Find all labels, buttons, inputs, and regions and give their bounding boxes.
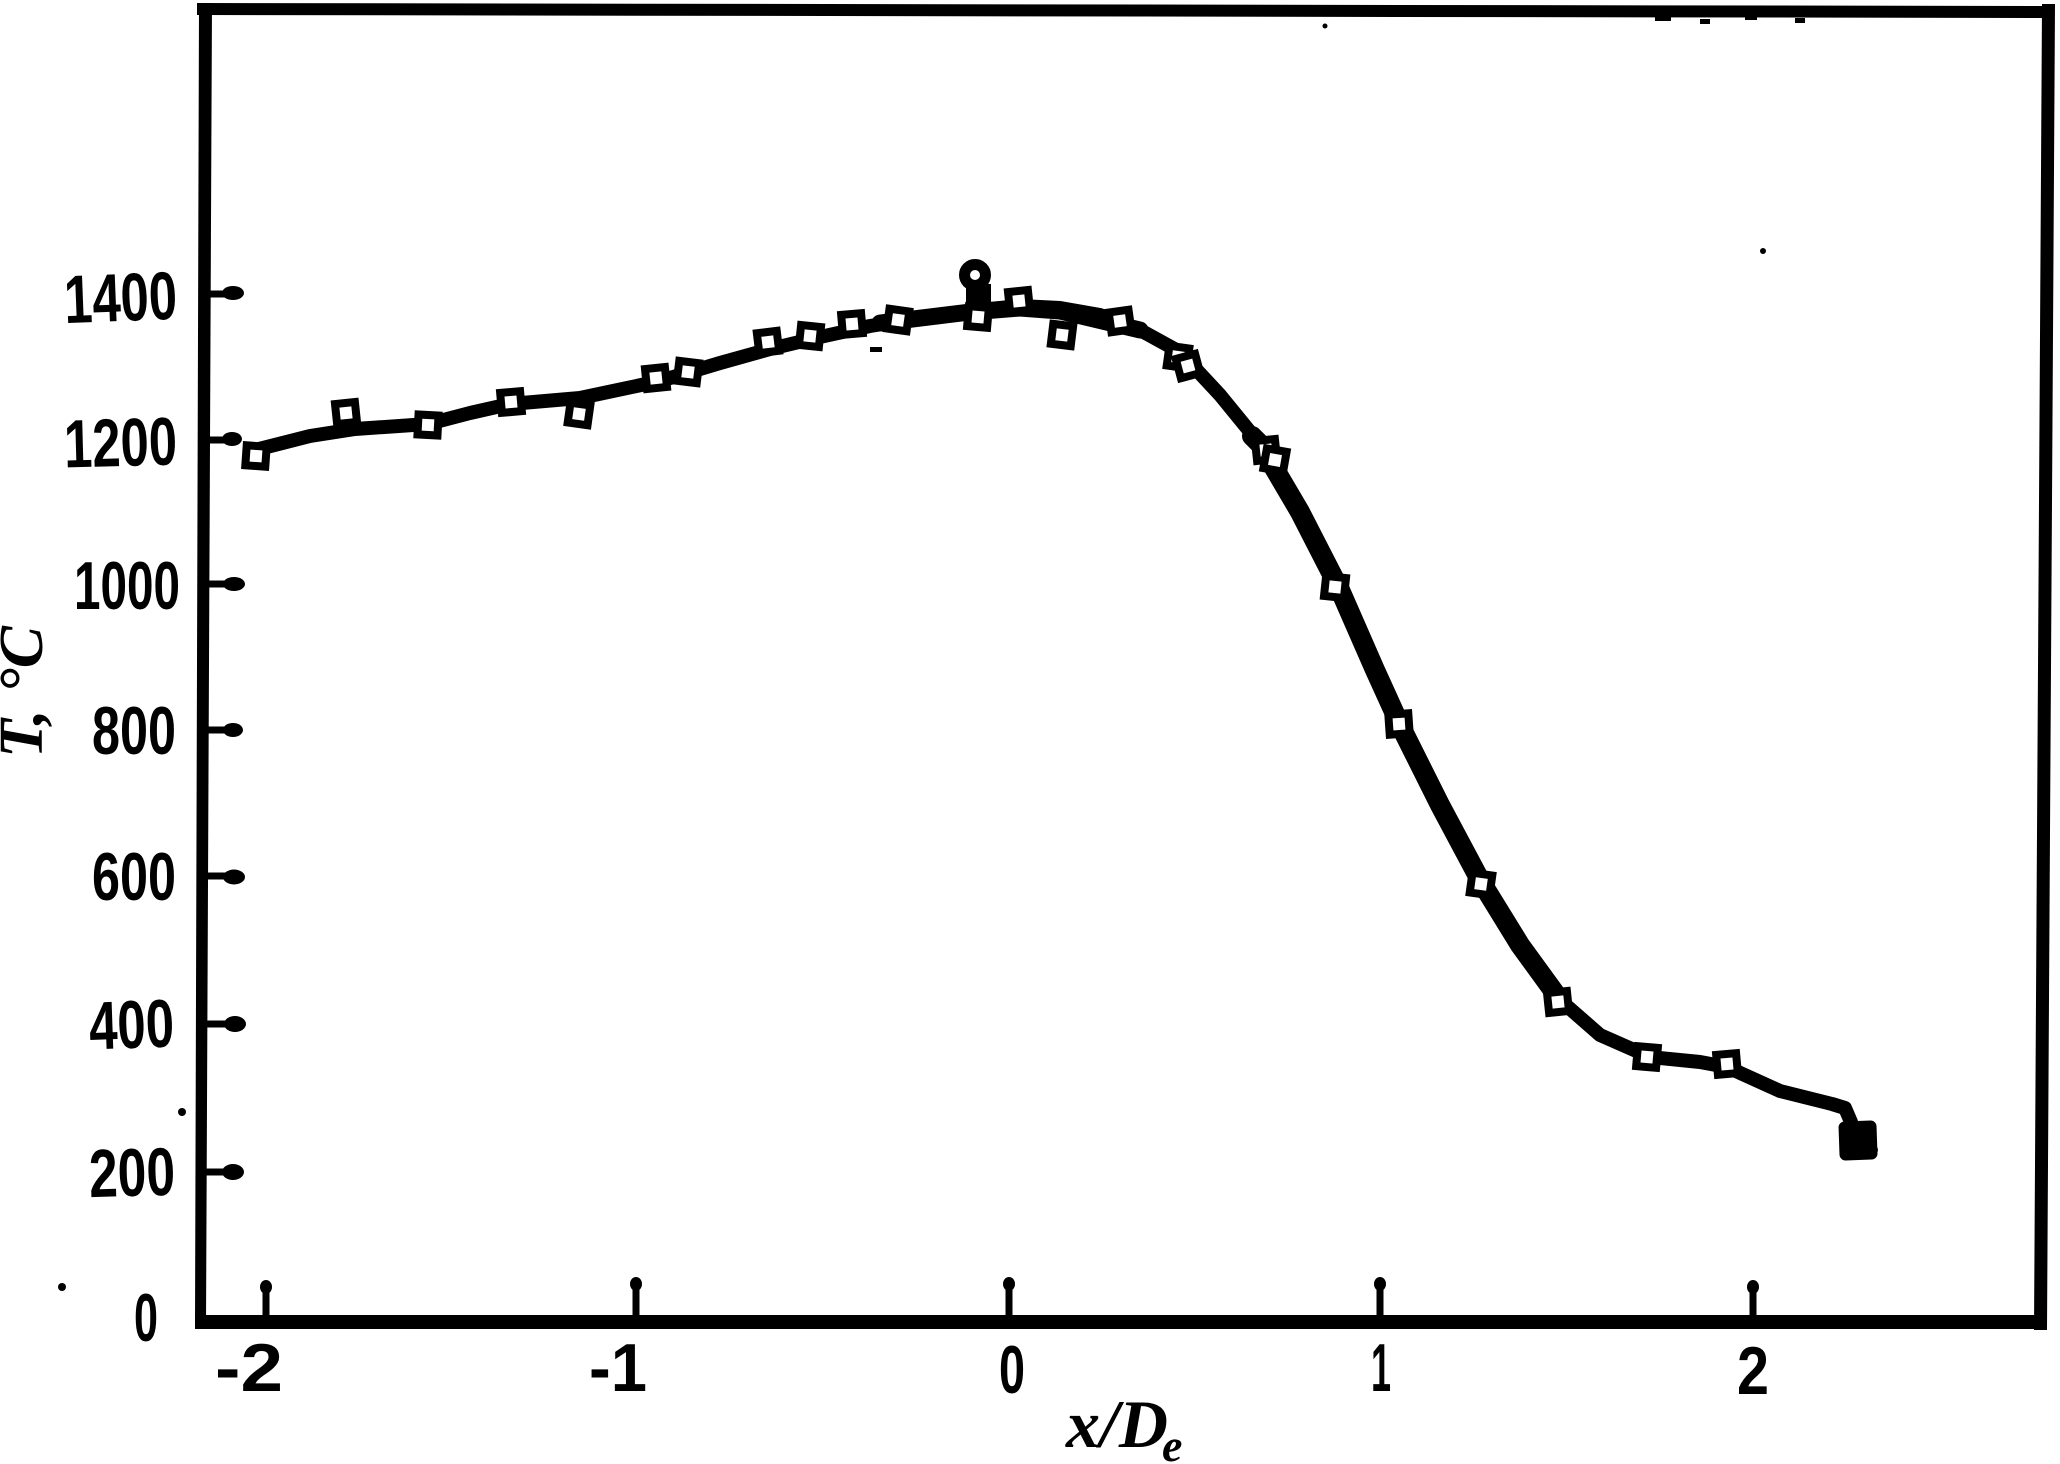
svg-text:0: 0	[134, 1280, 158, 1356]
svg-text:-2: -2	[215, 1330, 283, 1406]
svg-text:1200: 1200	[63, 404, 178, 483]
svg-text:2: 2	[1737, 1333, 1769, 1409]
svg-text:400: 400	[88, 986, 176, 1065]
svg-text:-1: -1	[589, 1330, 647, 1406]
svg-text:0: 0	[999, 1332, 1025, 1408]
svg-text:200: 200	[88, 1134, 176, 1212]
svg-text:e: e	[1162, 1420, 1183, 1464]
svg-text:1: 1	[1371, 1330, 1391, 1406]
svg-text:1000: 1000	[74, 548, 180, 624]
svg-text:800: 800	[92, 693, 176, 769]
svg-text:x/D: x/D	[1065, 1386, 1168, 1462]
svg-text:1400: 1400	[63, 258, 179, 338]
svg-text:600: 600	[92, 839, 176, 915]
svg-text:T, °C: T, °C	[0, 625, 56, 758]
